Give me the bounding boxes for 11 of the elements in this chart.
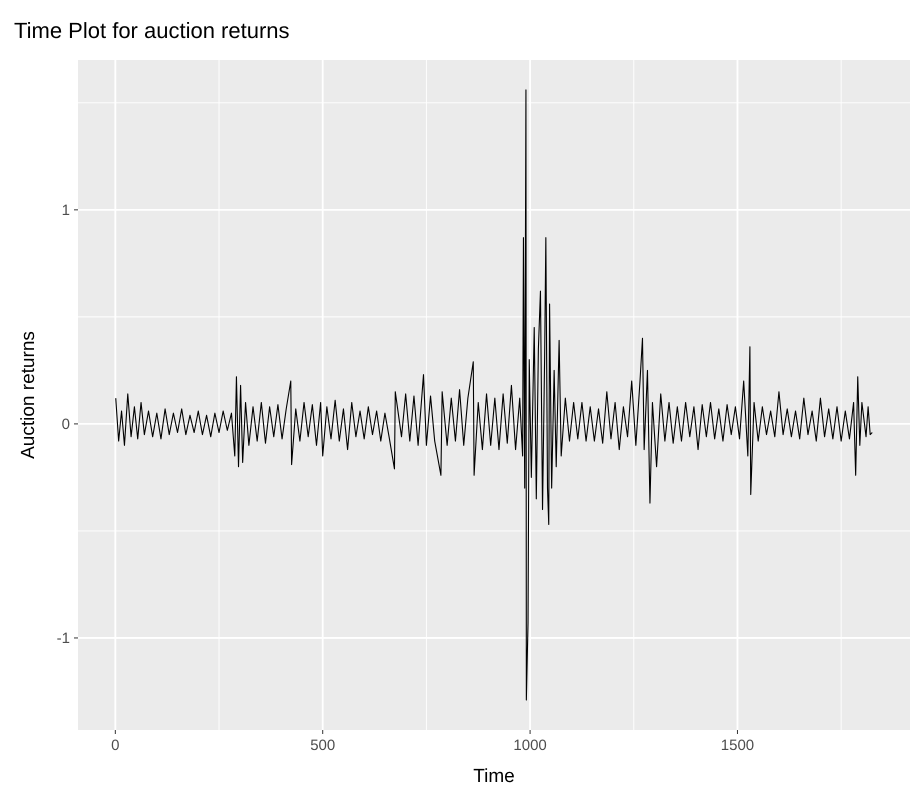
line-series [115, 89, 873, 701]
x-axis-title: Time [473, 766, 515, 787]
x-tick-label: 1000 [513, 737, 547, 754]
chart-title: Time Plot for auction returns [14, 18, 290, 43]
y-tick-label: 0 [62, 416, 70, 433]
y-tick-label: 1 [62, 202, 70, 219]
x-tick-label: 1500 [720, 737, 754, 754]
y-tick-label: -1 [56, 630, 70, 647]
x-tick-label: 0 [111, 737, 120, 754]
y-axis-title: Auction returns [18, 331, 39, 459]
x-tick-label: 500 [310, 737, 336, 754]
